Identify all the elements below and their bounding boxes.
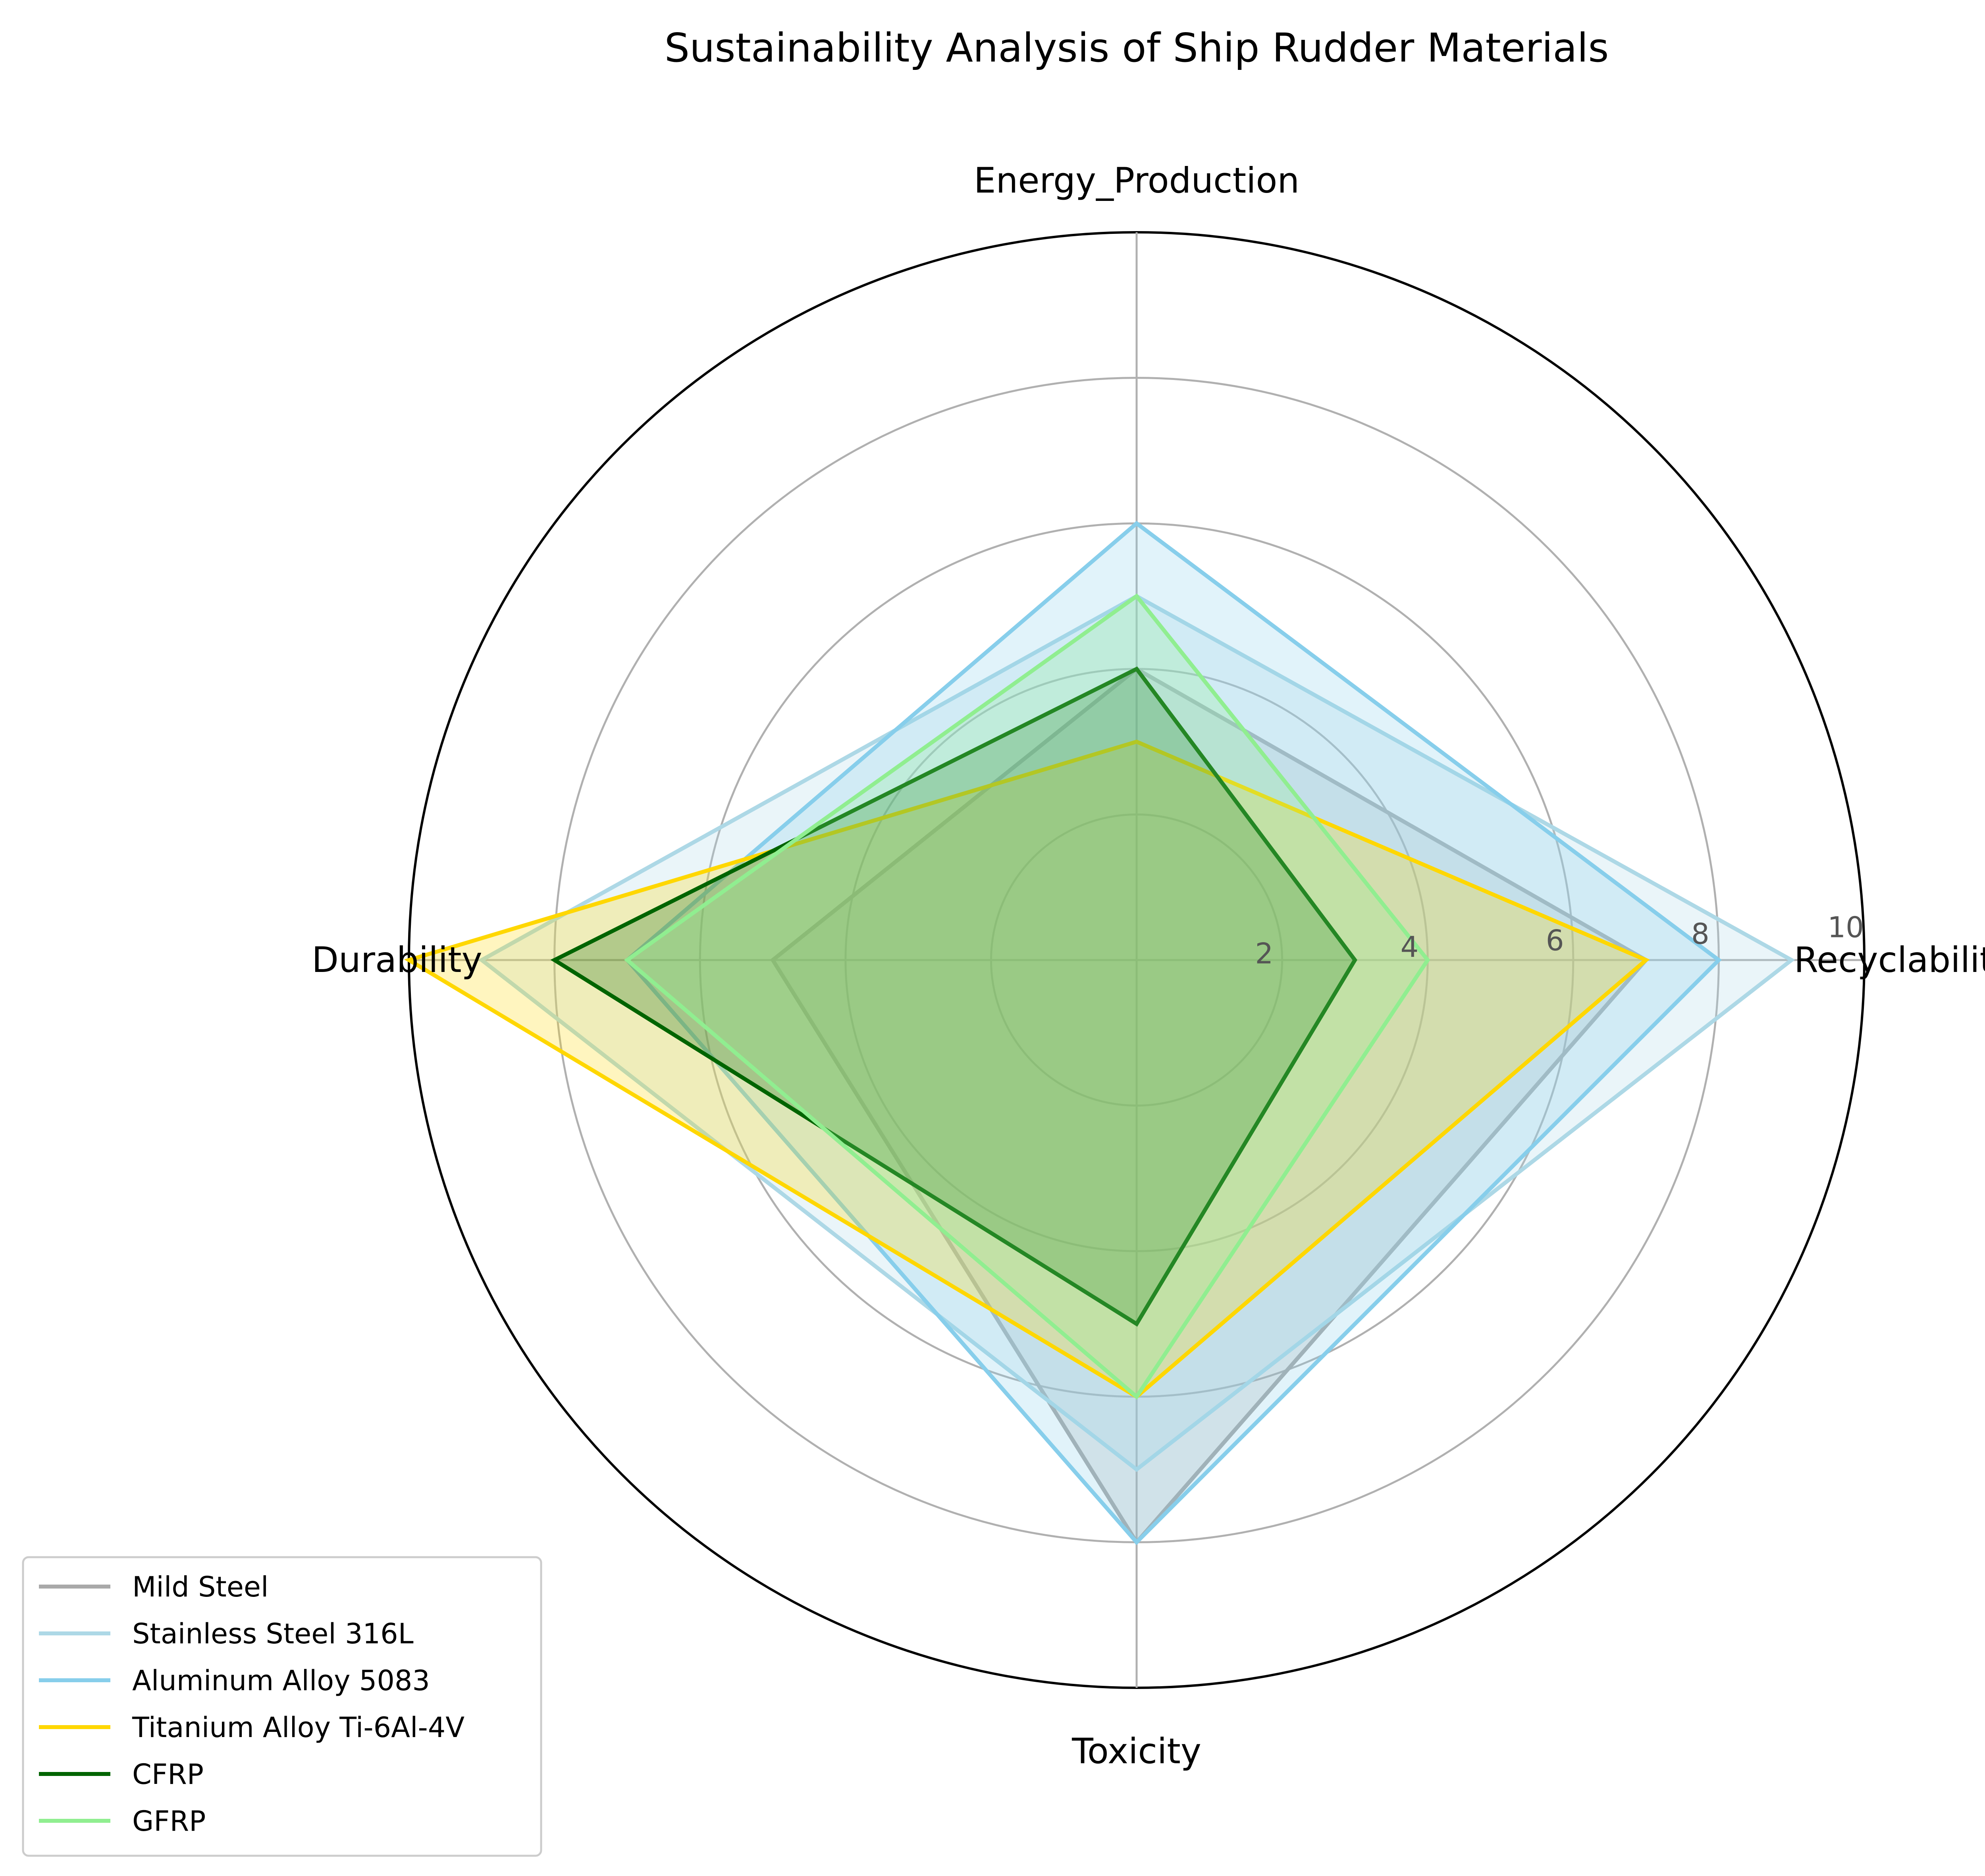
legend-label: GFRP xyxy=(132,1805,206,1837)
axis-label-recyclability: Recyclability xyxy=(1794,939,1985,980)
series-mild-steel xyxy=(770,666,1649,1546)
legend-label: Stainless Steel 316L xyxy=(132,1618,414,1650)
tick-label: 10 xyxy=(1827,911,1864,944)
series-line xyxy=(550,666,1357,1327)
legend-label: Mild Steel xyxy=(132,1571,268,1603)
tick-label: 6 xyxy=(1546,924,1564,957)
legend: Mild Steel Stainless Steel 316L Aluminum A… xyxy=(22,1556,542,1857)
series-line xyxy=(624,593,1430,1400)
legend-label: Aluminum Alloy 5083 xyxy=(132,1664,430,1697)
series-gfrp xyxy=(624,593,1430,1400)
radar-series xyxy=(404,521,1795,1546)
series-titanium-alloy-ti-6al-4v xyxy=(404,739,1650,1399)
legend-label: Titanium Alloy Ti-6Al-4V xyxy=(132,1711,464,1744)
series-line xyxy=(770,666,1649,1546)
series-area xyxy=(627,596,1428,1397)
axis-labels: Recyclability Energy_Production Durability… xyxy=(312,160,1985,1772)
series-stainless-steel-316l xyxy=(478,594,1795,1472)
tick-label: 2 xyxy=(1255,937,1273,970)
series-area xyxy=(554,669,1355,1324)
tick-label: 8 xyxy=(1691,917,1709,951)
tick-label: 4 xyxy=(1401,930,1419,964)
chart-title: Sustainability Analysis of Ship Rudder M… xyxy=(665,25,1609,71)
series-area xyxy=(773,669,1646,1542)
series-area xyxy=(482,596,1792,1470)
legend-frame xyxy=(22,1556,542,1857)
legend-label: CFRP xyxy=(132,1758,204,1791)
series-cfrp xyxy=(550,666,1357,1327)
axis-label-energy-production: Energy_Production xyxy=(974,160,1299,201)
axis-label-durability: Durability xyxy=(312,939,482,980)
series-area xyxy=(627,523,1719,1542)
series-line xyxy=(478,594,1795,1472)
axis-label-toxicity: Toxicity xyxy=(1072,1731,1201,1772)
series-area xyxy=(409,742,1646,1397)
radial-tick-labels: 2 4 6 8 10 xyxy=(1255,911,1864,970)
series-line xyxy=(404,739,1650,1399)
